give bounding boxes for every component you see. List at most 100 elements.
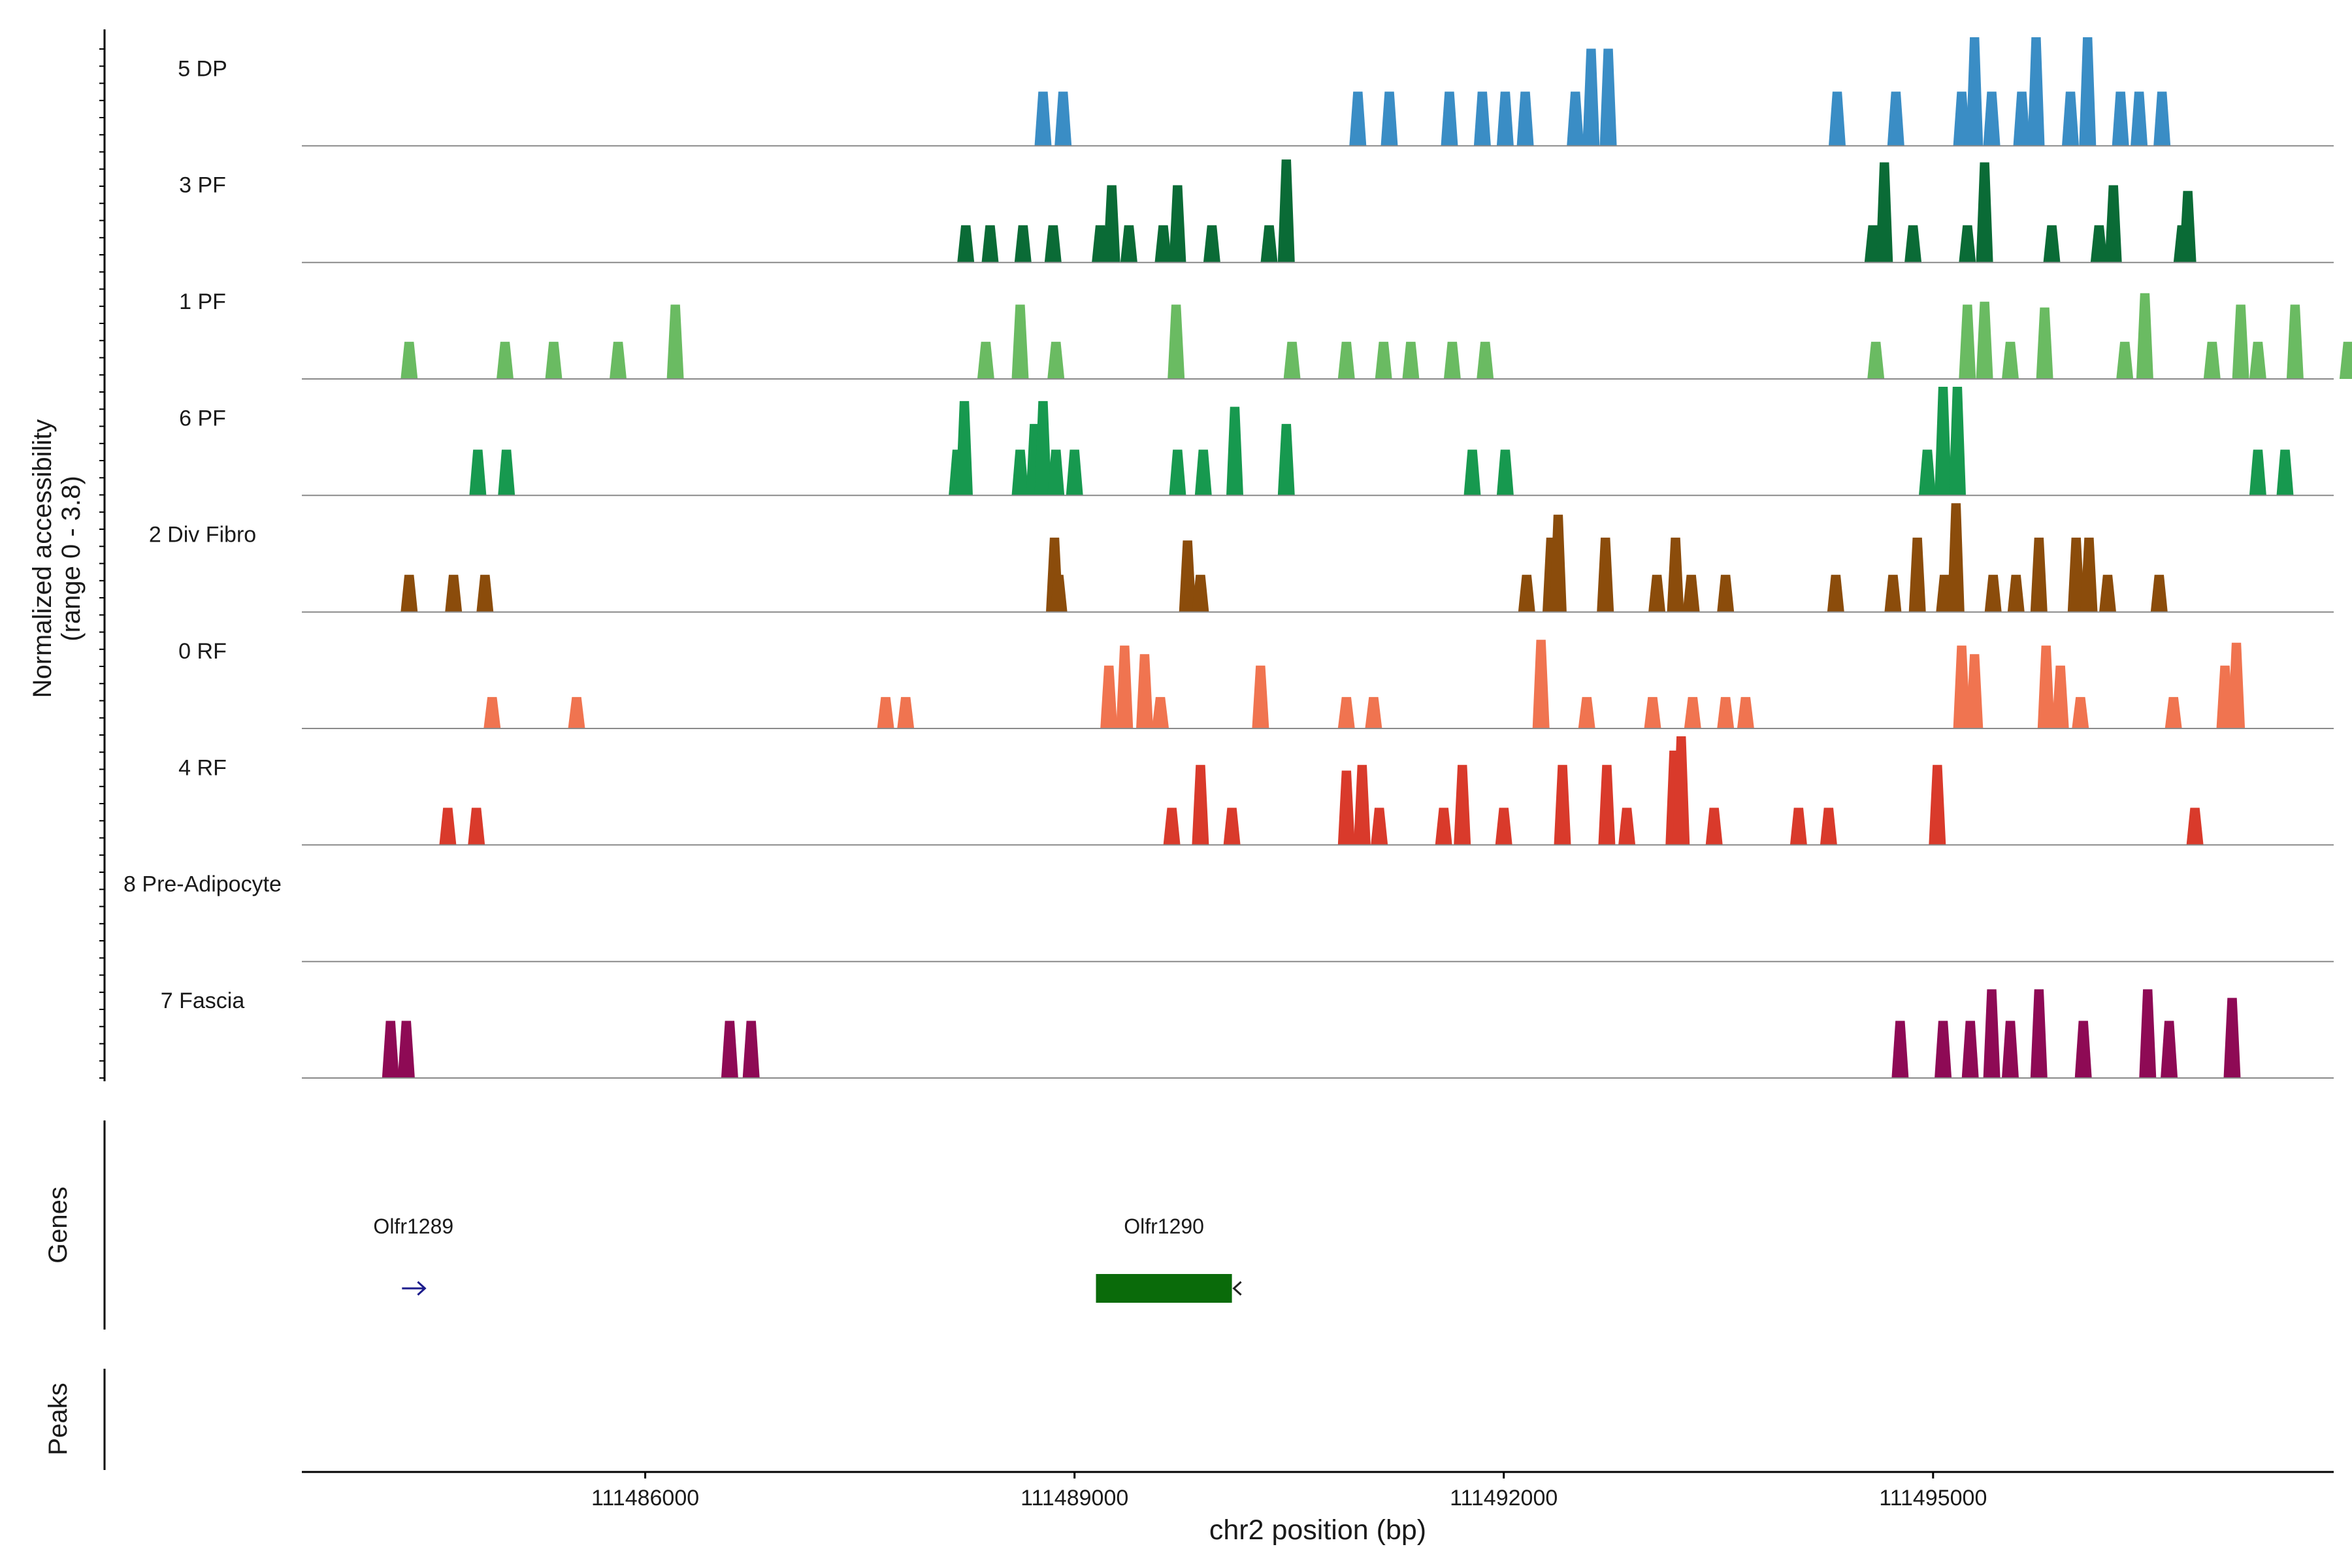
coverage-peak: [2067, 537, 2085, 612]
coverage-peak: [2228, 642, 2246, 728]
coverage-peak: [1549, 514, 1567, 612]
coverage-peak: [469, 449, 487, 496]
coverage-peak: [1567, 91, 1584, 146]
gene-olfr1290: Olfr1290: [1096, 1215, 1242, 1303]
coverage-peak: [1402, 342, 1420, 379]
coverage-peak: [721, 1021, 738, 1078]
track-6-pf: 6 PF: [179, 387, 2334, 497]
coverage-peak: [1371, 808, 1388, 845]
coverage-peak: [1947, 503, 1965, 612]
coverage-peak: [1966, 654, 1984, 728]
coverage-peak: [1441, 91, 1458, 146]
coverage-peak: [1337, 696, 1355, 728]
coverage-peak: [1518, 574, 1535, 612]
coverage-peak: [1054, 91, 1072, 146]
track-label: 1 PF: [179, 289, 226, 314]
coverage-peak: [2150, 574, 2168, 612]
y-axis-sublabel: (range 0 - 3.8): [57, 476, 86, 641]
coverage-peak: [2051, 665, 2069, 728]
coverage-peak: [2002, 1021, 2019, 1078]
track-label: 8 Pre-Adipocyte: [123, 872, 282, 897]
coverage-peak: [1684, 696, 1701, 728]
coverage-peak: [1599, 48, 1617, 146]
coverage-peak: [1103, 185, 1120, 263]
coverage-peak: [1717, 696, 1735, 728]
coverage-peak: [1876, 162, 1893, 263]
coverage-peak: [2131, 91, 2148, 146]
coverage-peak: [1705, 808, 1723, 845]
coverage-peak: [498, 449, 515, 496]
coverage-tracks: 5 DP 3 PF 1 PF 6 PF 2 Div Fibro 0 RF 4 RF 8 Pre…: [123, 37, 2352, 1079]
track-label: 6 PF: [179, 406, 226, 431]
coverage-peak: [2013, 91, 2031, 146]
coverage-peak: [1034, 91, 1052, 146]
coverage-peak: [1194, 449, 1212, 496]
coverage-peak: [2079, 37, 2097, 146]
coverage-peak: [1168, 304, 1185, 379]
coverage-peak: [1066, 449, 1083, 496]
coverage-peak: [2164, 696, 2182, 728]
track-8-pre-adipocyte: 8 Pre-Adipocyte: [123, 872, 2334, 962]
track-label: 7 Fascia: [161, 988, 245, 1013]
coverage-peak: [2232, 304, 2249, 379]
x-axis-ticks: 111486000 111489000 111492000 111495000: [591, 1472, 1987, 1511]
coverage-peak: [1179, 540, 1196, 612]
coverage-peak: [1598, 764, 1616, 845]
track-label: 4 RF: [178, 755, 227, 780]
track-4-rf: 4 RF: [178, 736, 2334, 846]
coverage-peak: [1966, 37, 1984, 146]
coverage-peak: [1648, 574, 1666, 612]
coverage-peak: [1011, 449, 1029, 496]
coverage-peak: [1116, 645, 1134, 728]
coverage-peak: [1337, 770, 1355, 845]
coverage-peak: [1953, 91, 1970, 146]
coverage-peak: [1435, 808, 1452, 845]
coverage-peak: [1820, 808, 1837, 845]
coverage-peak: [1463, 449, 1481, 496]
track-3-pf: 3 PF: [179, 159, 2334, 263]
coverage-peak: [1929, 764, 1946, 845]
coverage-peak: [2007, 574, 2025, 612]
coverage-peak: [1203, 225, 1220, 263]
coverage-peak: [1152, 696, 1169, 728]
coverage-peak: [439, 808, 457, 845]
coverage-peak: [1047, 449, 1065, 496]
gene-label: Olfr1290: [1124, 1215, 1204, 1238]
coverage-peak: [1496, 449, 1514, 496]
track-0-rf: 0 RF: [178, 639, 2334, 729]
coverage-peak: [1120, 225, 1137, 263]
coverage-peak: [1169, 449, 1186, 496]
coverage-peak: [1044, 225, 1062, 263]
coverage-peak: [2104, 185, 2122, 263]
coverage-peak: [1554, 764, 1571, 845]
coverage-peak: [2223, 998, 2241, 1078]
x-tick-label: 111492000: [1450, 1486, 1558, 1511]
coverage-peak: [1976, 301, 1993, 379]
track-label: 0 RF: [178, 639, 227, 664]
track-7-fascia: 7 Fascia: [161, 988, 2334, 1079]
coverage-peak: [2249, 342, 2266, 379]
coverage-peak: [610, 342, 627, 379]
coverage-peak: [1949, 387, 1966, 496]
coverage-peak: [1034, 400, 1052, 496]
track-5-dp: 5 DP: [178, 37, 2334, 147]
track-label: 3 PF: [179, 173, 226, 198]
coverage-peak: [1277, 159, 1295, 263]
genes-panel-label: Genes: [44, 1186, 73, 1264]
coverage-peak: [1935, 1021, 1952, 1078]
coverage-peak: [2186, 808, 2204, 845]
coverage-peak: [1644, 696, 1661, 728]
coverage-peak: [2099, 574, 2116, 612]
coverage-peak: [1154, 225, 1172, 263]
coverage-peak: [1443, 342, 1461, 379]
coverage-peak: [1169, 185, 1186, 263]
x-tick-label: 111495000: [1879, 1486, 1987, 1511]
coverage-peak: [2276, 449, 2294, 496]
coverage-peak: [397, 1021, 415, 1078]
coverage-peak: [1011, 304, 1029, 379]
coverage-peak: [2074, 1021, 2092, 1078]
coverage-peak: [1827, 574, 1844, 612]
strand-arrow-icon: [1232, 1281, 1242, 1296]
coverage-peak: [1908, 537, 1926, 612]
coverage-peak: [1983, 989, 2001, 1078]
